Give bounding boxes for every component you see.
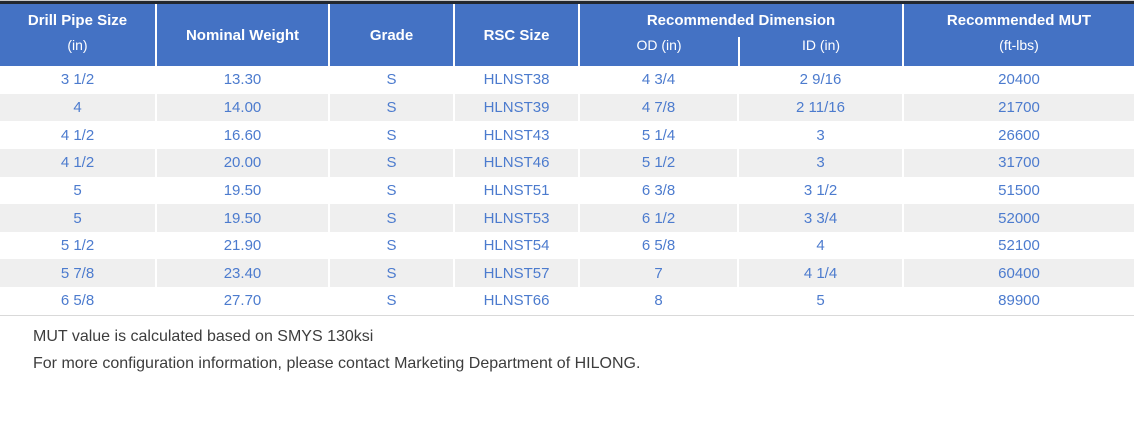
cell-drill-pipe-size: 4 1/2 (60, 126, 95, 144)
cell-od: 5 1/4 (578, 121, 737, 149)
cell-grade: S (328, 259, 453, 288)
header-rsc-size: RSC Size (453, 4, 578, 66)
cell-rsc-size: HLNST54 (453, 231, 578, 260)
header-recommended-mut-label: Recommended MUT (946, 12, 1092, 29)
table-top-border (0, 1, 1134, 4)
cell-id: 4 1/4 (737, 259, 902, 288)
header-od: OD (in) (636, 37, 682, 53)
cell-nominal-weight: 20.00 (155, 148, 328, 177)
cell-id: 3 3/4 (737, 204, 902, 232)
cell-id: 3 1/2 (737, 176, 902, 205)
cell-od: 4 7/8 (578, 93, 737, 122)
cell-nominal-weight: 16.60 (155, 121, 328, 149)
cell-od: 6 3/8 (578, 176, 737, 205)
header-nominal-weight: Nominal Weight (155, 4, 328, 66)
cell-mut: 20400 (902, 66, 1134, 94)
cell-nominal-weight: 23.40 (155, 259, 328, 288)
table-row: 3 1/2 13.30 S HLNST38 4 3/4 2 9/16 20400 (0, 66, 1134, 94)
cell-rsc-size: HLNST46 (453, 148, 578, 177)
cell-mut: 60400 (902, 259, 1134, 288)
cell-grade: S (328, 204, 453, 232)
table-row: 5 7/8 23.40 S HLNST57 7 4 1/4 60400 (0, 259, 1134, 288)
cell-mut: 51500 (902, 176, 1134, 205)
header-drill-pipe-size-unit: (in) (67, 37, 88, 53)
cell-nominal-weight: 27.70 (155, 287, 328, 315)
header-id: ID (in) (738, 37, 902, 66)
cell-rsc-size: HLNST66 (453, 287, 578, 315)
cell-rsc-size: HLNST51 (453, 176, 578, 205)
cell-drill-pipe-size: 6 5/8 (60, 292, 95, 310)
cell-mut: 52000 (902, 204, 1134, 232)
header-drill-pipe-size: Drill Pipe Size (in) (0, 4, 155, 66)
header-drill-pipe-size-label: Drill Pipe Size (27, 12, 128, 29)
table-row: 5 19.50 S HLNST51 6 3/8 3 1/2 51500 (0, 176, 1134, 205)
cell-grade: S (328, 121, 453, 149)
cell-drill-pipe-size: 3 1/2 (60, 71, 95, 89)
header-recommended-dimension-label: Recommended Dimension (646, 12, 836, 29)
cell-od: 5 1/2 (578, 148, 737, 177)
cell-mut: 21700 (902, 93, 1134, 122)
cell-nominal-weight: 13.30 (155, 66, 328, 94)
cell-id: 3 (737, 121, 902, 149)
cell-rsc-size: HLNST53 (453, 204, 578, 232)
cell-grade: S (328, 231, 453, 260)
cell-grade: S (328, 287, 453, 315)
cell-grade: S (328, 148, 453, 177)
cell-id: 5 (737, 287, 902, 315)
cell-id: 3 (737, 148, 902, 177)
cell-drill-pipe-size: 5 1/2 (60, 237, 95, 255)
note-contact-marketing: For more configuration information, plea… (33, 354, 641, 372)
cell-nominal-weight: 21.90 (155, 231, 328, 260)
header-grade: Grade (328, 4, 453, 66)
cell-grade: S (328, 176, 453, 205)
table-header: Drill Pipe Size (in) Nominal Weight Grad… (0, 4, 1134, 66)
cell-nominal-weight: 14.00 (155, 93, 328, 122)
cell-rsc-size: HLNST43 (453, 121, 578, 149)
cell-drill-pipe-size: 5 (73, 209, 82, 227)
table-row: 4 14.00 S HLNST39 4 7/8 2 11/16 21700 (0, 93, 1134, 122)
cell-grade: S (328, 66, 453, 94)
cell-nominal-weight: 19.50 (155, 176, 328, 205)
cell-od: 7 (578, 259, 737, 288)
header-recommended-dimension-group: Recommended Dimension OD (in) ID (in) (578, 4, 902, 66)
cell-mut: 26600 (902, 121, 1134, 149)
table-row: 5 19.50 S HLNST53 6 1/2 3 3/4 52000 (0, 204, 1134, 232)
header-recommended-mut-unit: (ft-lbs) (999, 37, 1039, 53)
cell-drill-pipe-size: 4 (73, 98, 82, 116)
cell-mut: 52100 (902, 231, 1134, 260)
table-row: 6 5/8 27.70 S HLNST66 8 5 89900 (0, 287, 1134, 315)
cell-mut: 89900 (902, 287, 1134, 315)
drill-pipe-spec-table: Drill Pipe Size (in) Nominal Weight Grad… (0, 0, 1134, 316)
cell-mut: 31700 (902, 148, 1134, 177)
top-hairline (0, 0, 1134, 1)
cell-od: 6 5/8 (578, 231, 737, 260)
cell-id: 2 11/16 (737, 93, 902, 122)
cell-od: 8 (578, 287, 737, 315)
cell-drill-pipe-size: 5 7/8 (60, 264, 95, 282)
header-recommended-mut: Recommended MUT (ft-lbs) (902, 4, 1134, 66)
table-row: 4 1/2 16.60 S HLNST43 5 1/4 3 26600 (0, 121, 1134, 149)
cell-id: 2 9/16 (737, 66, 902, 94)
table-body: 3 1/2 13.30 S HLNST38 4 3/4 2 9/16 20400 4 14.00… (0, 66, 1134, 316)
cell-rsc-size: HLNST38 (453, 66, 578, 94)
cell-drill-pipe-size: 4 1/2 (60, 154, 95, 172)
cell-od: 6 1/2 (578, 204, 737, 232)
header-dimension-subrow: OD (in) ID (in) (580, 37, 902, 66)
table-row: 4 1/2 20.00 S HLNST46 5 1/2 3 31700 (0, 148, 1134, 177)
cell-rsc-size: HLNST39 (453, 93, 578, 122)
footnotes: MUT value is calculated based on SMYS 13… (33, 323, 1134, 377)
cell-nominal-weight: 19.50 (155, 204, 328, 232)
note-mut-smys: MUT value is calculated based on SMYS 13… (33, 327, 374, 345)
cell-rsc-size: HLNST57 (453, 259, 578, 288)
cell-grade: S (328, 93, 453, 122)
cell-drill-pipe-size: 5 (73, 181, 82, 199)
cell-od: 4 3/4 (578, 66, 737, 94)
table-row: 5 1/2 21.90 S HLNST54 6 5/8 4 52100 (0, 231, 1134, 260)
cell-id: 4 (737, 231, 902, 260)
